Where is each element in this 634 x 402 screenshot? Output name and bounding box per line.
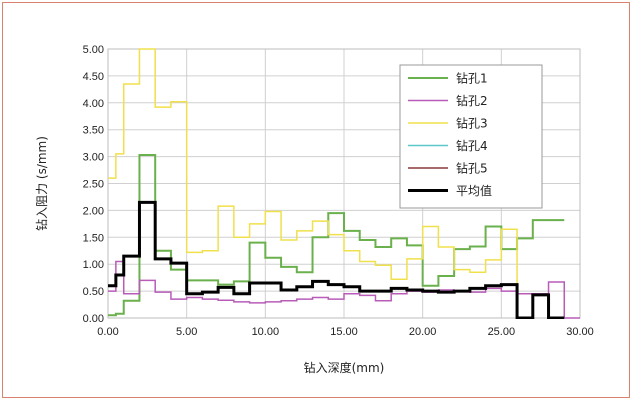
y-tick-label: 3.50 xyxy=(83,125,104,137)
x-tick-label: 30.00 xyxy=(566,326,594,338)
y-tick-label: 2.50 xyxy=(83,179,104,191)
legend-entry: 钻孔1 xyxy=(456,71,488,86)
legend-entry: 钻孔5 xyxy=(456,161,488,176)
x-tick-label: 25.00 xyxy=(488,326,516,338)
legend-entry: 钻孔3 xyxy=(456,116,488,131)
y-tick-label: 1.00 xyxy=(83,259,104,271)
legend: 钻孔1 钻孔2 钻孔3 钻孔4 钻孔5 平均值 xyxy=(399,64,543,209)
series-line-6 xyxy=(108,200,565,319)
legend-box xyxy=(399,64,543,209)
plot-area xyxy=(107,48,581,319)
x-tick-label: 10.00 xyxy=(252,326,280,338)
legend-entry: 平均值 xyxy=(456,183,492,198)
x-axis-title: 钻入深度(mm) xyxy=(304,360,385,375)
y-axis-ticks: 0.00 0.50 1.00 1.50 2.00 2.50 3.00 3.50 4.00 4.50… xyxy=(83,44,104,325)
x-tick-label: 15.00 xyxy=(330,326,358,338)
x-axis-ticks: 0.00 5.00 10.00 15.00 20.00 25.00 30.00 xyxy=(97,326,593,338)
series-lines xyxy=(108,48,580,319)
x-tick-label: 5.00 xyxy=(176,326,197,338)
y-tick-label: 0.00 xyxy=(83,313,104,325)
y-axis-title: 钻入阻力 (s/mm) xyxy=(34,136,49,231)
y-tick-label: 2.00 xyxy=(83,205,104,217)
y-tick-label: 0.50 xyxy=(83,286,104,298)
y-tick-label: 4.50 xyxy=(83,71,104,83)
y-tick-label: 3.00 xyxy=(83,152,104,164)
x-tick-label: 0.00 xyxy=(97,326,118,338)
y-tick-label: 1.50 xyxy=(83,232,104,244)
x-tick-label: 20.00 xyxy=(409,326,437,338)
legend-entry: 钻孔2 xyxy=(456,93,488,108)
series-line-3 xyxy=(108,48,533,319)
y-tick-label: 4.00 xyxy=(83,98,104,110)
legend-entry: 钻孔4 xyxy=(456,138,488,153)
y-tick-label: 5.00 xyxy=(83,44,104,56)
